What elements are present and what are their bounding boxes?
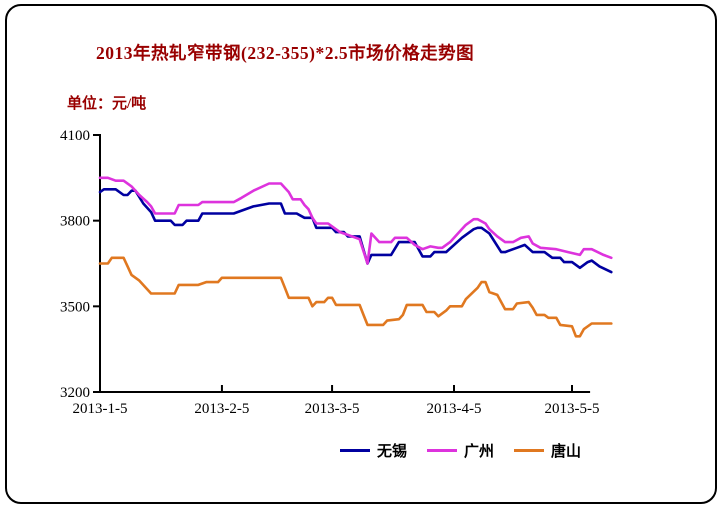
x-tick-label: 2013-4-5 <box>426 401 481 417</box>
y-tick-label: 3200 <box>60 385 90 401</box>
legend-line-swatch-wuxi <box>340 449 370 452</box>
x-tick-label: 2013-1-5 <box>73 401 128 417</box>
series-line-tangshan <box>98 256 613 338</box>
legend-line-swatch-tangshan <box>514 449 545 452</box>
y-tick-label: 3800 <box>60 214 90 230</box>
legend-label-wuxi: 无锡 <box>377 444 408 460</box>
legend-item-wuxi: 无锡 <box>340 440 407 461</box>
series-line-wuxi <box>98 188 613 274</box>
legend-item-tangshan: 唐山 <box>514 440 581 461</box>
y-tick-label: 3500 <box>60 299 90 315</box>
x-tick-label: 2013-3-5 <box>305 401 360 417</box>
unit-label: 单位：元/吨 <box>67 96 147 112</box>
legend-line-swatch-guangzhou <box>427 449 458 452</box>
legend-item-guangzhou: 广州 <box>427 440 494 461</box>
x-tick-label: 2013-5-5 <box>544 401 599 417</box>
chart-title: 2013年热轧窄带钢(232-355)*2.5市场价格走势图 <box>96 43 475 63</box>
legend-label-guangzhou: 广州 <box>464 444 495 460</box>
y-tick-label: 4100 <box>60 128 90 144</box>
x-tick-label: 2013-2-5 <box>194 401 249 417</box>
chart-legend: 无锡 广州 唐山 <box>340 440 581 461</box>
series-line-guangzhou <box>98 176 613 265</box>
legend-label-tangshan: 唐山 <box>551 444 582 460</box>
